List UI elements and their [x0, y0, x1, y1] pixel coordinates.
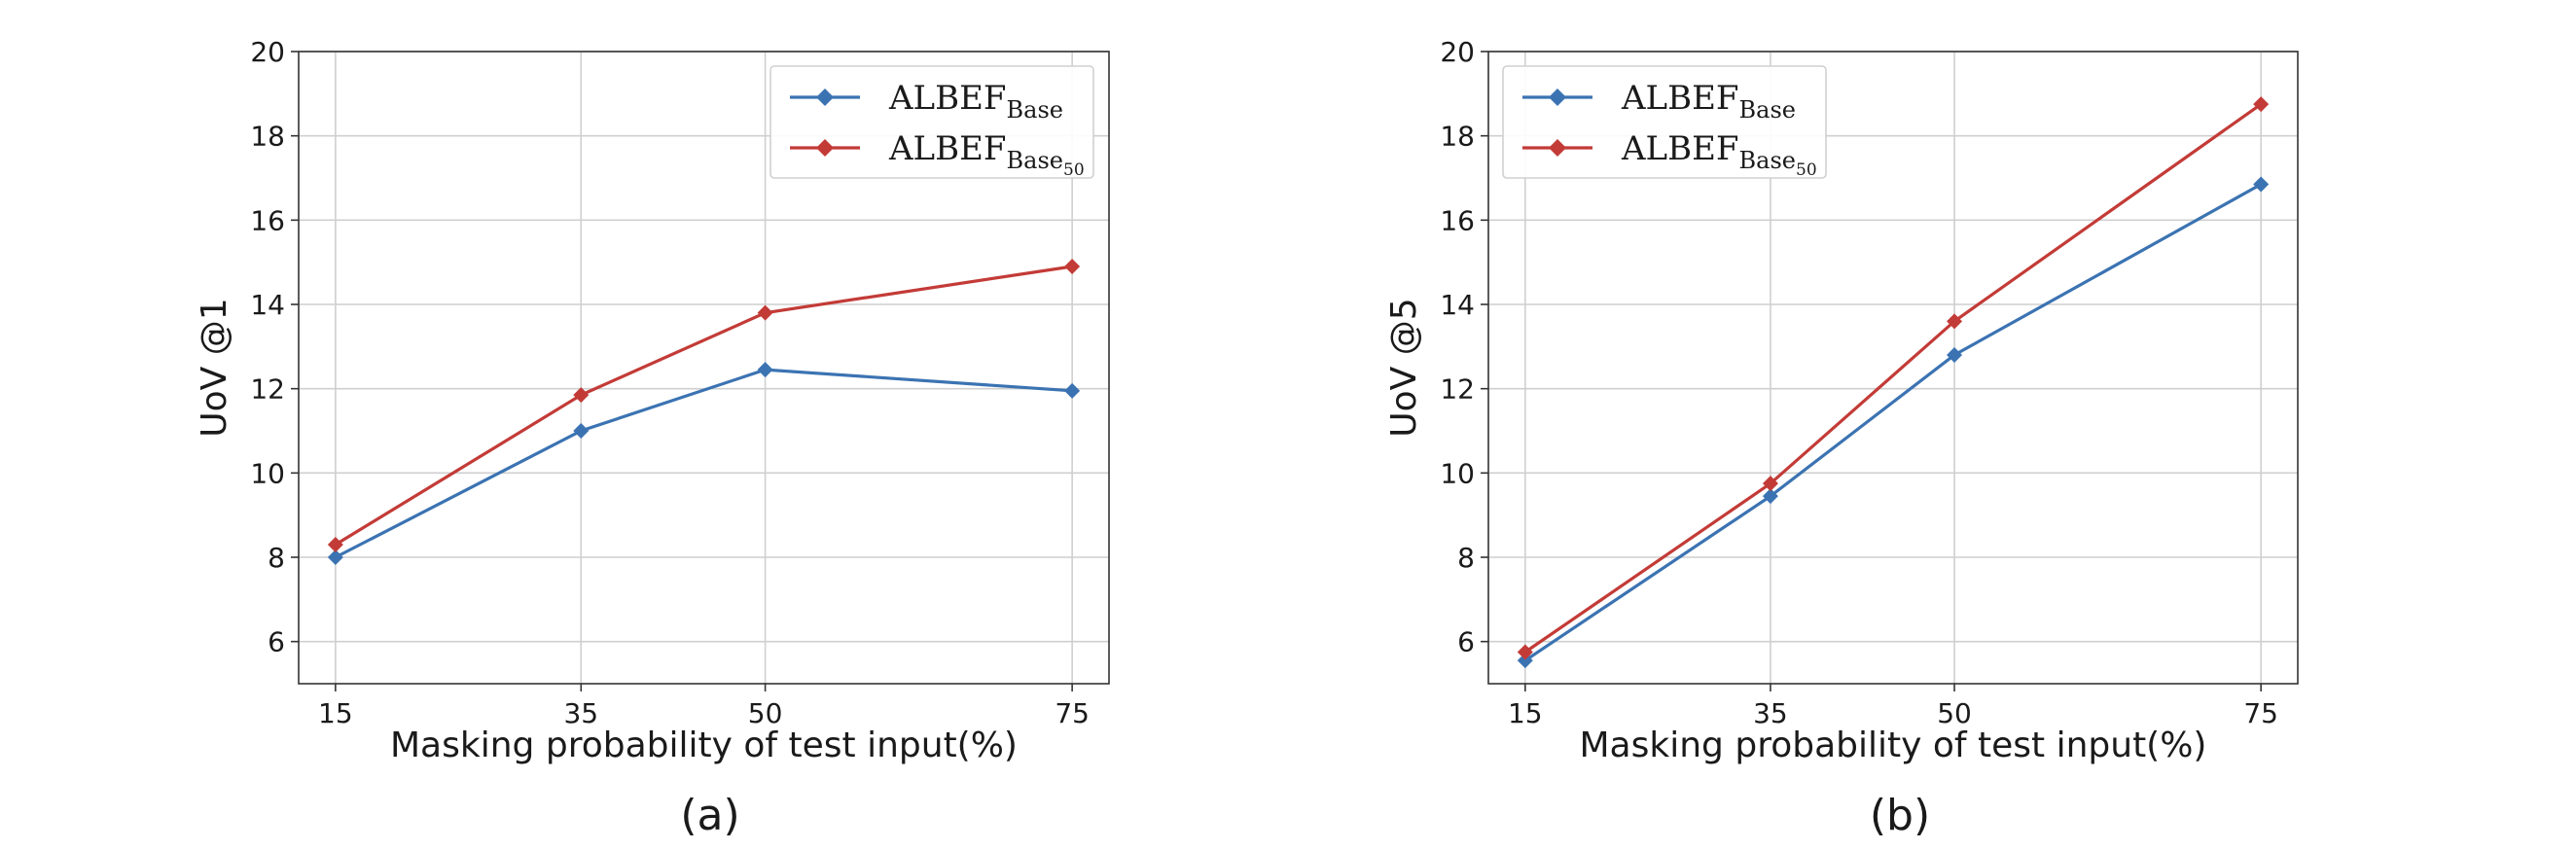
y-axis-title: UoV @5 [1384, 298, 1424, 437]
data-point [1947, 313, 1963, 330]
legend-box [769, 65, 1094, 179]
y-tick-label: 20 [1440, 36, 1475, 68]
y-tick-label: 18 [250, 121, 285, 153]
y-tick-label: 12 [250, 373, 285, 406]
data-point [2253, 176, 2270, 193]
legend: ALBEFBase ALBEFBase50 [1502, 65, 1827, 180]
legend-marker [816, 139, 834, 157]
x-tick-label: 35 [563, 697, 598, 729]
data-point [757, 362, 773, 378]
y-tick-label: 10 [250, 457, 285, 489]
series-line-2 [1523, 102, 2263, 654]
data-point [573, 423, 590, 439]
y-tick-label: 16 [250, 204, 285, 236]
y-tick-label: 20 [250, 36, 285, 68]
y-tick-label: 6 [1457, 626, 1475, 658]
panel-caption: (a) [680, 791, 739, 840]
data-point [1947, 347, 1963, 363]
x-tick-label: 75 [1055, 697, 1090, 729]
chart-panel-a: 15 35 50 75 6 8 10 12 14 16 18 20 Masking probabilit… [195, 36, 1110, 840]
x-tick-label: 50 [1937, 697, 1972, 729]
series-line-2 [335, 265, 1073, 547]
y-tick-label: 18 [1440, 121, 1475, 153]
y-tick-label: 16 [1440, 204, 1475, 236]
x-tick-label: 50 [748, 697, 783, 729]
data-point [327, 537, 343, 552]
legend-label: ALBEFBase50 [1621, 129, 1817, 180]
legend-marker [1549, 139, 1566, 157]
legend-box [1502, 65, 1827, 179]
chart-panel-b: 15 35 50 75 6 8 10 12 14 16 18 20 Masking probabilit… [1384, 36, 2299, 840]
y-tick-label: 14 [250, 289, 285, 321]
legend-label: ALBEFBase [1621, 79, 1796, 124]
data-point [573, 387, 590, 404]
data-point [1064, 382, 1081, 399]
x-tick-label: 35 [1753, 697, 1788, 729]
data-point [327, 549, 343, 565]
plot-frame [1487, 51, 2299, 685]
data-point [1762, 476, 1778, 492]
data-point [1517, 644, 1533, 660]
data-point [1517, 653, 1533, 669]
data-point [1762, 488, 1778, 505]
data-point [1064, 259, 1081, 274]
y-tick-label: 14 [1440, 289, 1475, 321]
legend-label: ALBEFBase50 [888, 129, 1085, 180]
x-axis-title: Masking probability of test input(%) [1580, 726, 2207, 765]
plot-frame [298, 51, 1110, 685]
y-axis-title: UoV @1 [195, 298, 234, 437]
legend-marker [816, 89, 834, 106]
x-tick-label: 15 [318, 697, 353, 729]
legend-marker [1549, 89, 1566, 106]
legend-label: ALBEFBase [888, 79, 1063, 124]
series-line-1 [335, 368, 1073, 559]
series-line-1 [1523, 183, 2262, 662]
x-tick-label: 75 [2243, 697, 2278, 729]
data-point [757, 304, 773, 321]
x-axis-title: Masking probability of test input(%) [390, 726, 1018, 765]
legend: ALBEFBase ALBEFBase50 [769, 65, 1094, 180]
y-tick-label: 6 [268, 626, 285, 658]
y-tick-label: 8 [1457, 542, 1475, 574]
x-tick-label: 15 [1508, 697, 1543, 729]
data-point [2253, 96, 2270, 113]
panel-caption: (b) [1870, 791, 1930, 840]
y-tick-label: 10 [1440, 457, 1475, 489]
y-tick-label: 12 [1440, 373, 1475, 406]
y-tick-label: 8 [268, 542, 285, 574]
